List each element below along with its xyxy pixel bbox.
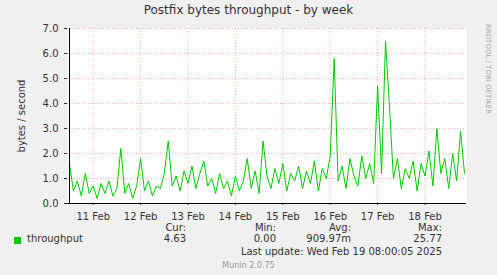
svg-text:4.0: 4.0: [43, 98, 59, 109]
svg-text:18 Feb: 18 Feb: [408, 211, 442, 222]
html-text:Max:: Max:: [418, 222, 442, 233]
svg-text:2.0: 2.0: [43, 148, 59, 159]
svg-text:3.0: 3.0: [43, 123, 59, 134]
html-text:909.97m: 909.97m: [306, 233, 351, 244]
svg-text:1.0: 1.0: [43, 173, 59, 184]
html-text:0.00: 0.00: [253, 233, 276, 244]
svg-text:5.0: 5.0: [43, 73, 59, 84]
svg-text:12 Feb: 12 Feb: [124, 211, 158, 222]
html-text:Munin 2.0.75: Munin 2.0.75: [222, 261, 275, 270]
svg-text:11 Feb: 11 Feb: [76, 211, 110, 222]
svg-text:bytes / second: bytes / second: [16, 80, 27, 153]
svg-text:14 Feb: 14 Feb: [219, 211, 253, 222]
svg-text:7.0: 7.0: [43, 23, 59, 34]
html-text:throughput: throughput: [27, 233, 83, 244]
svg-text:17 Feb: 17 Feb: [361, 211, 395, 222]
svg-text:13 Feb: 13 Feb: [171, 211, 205, 222]
html-text:Avg:: Avg:: [329, 222, 351, 233]
html-text:4.63: 4.63: [163, 233, 186, 244]
svg-text:6.0: 6.0: [43, 48, 59, 59]
svg-text:16 Feb: 16 Feb: [313, 211, 347, 222]
html-text:Postfix bytes throughput - by: Postfix bytes throughput - by week: [143, 3, 354, 17]
svg-text:0.0: 0.0: [43, 198, 59, 209]
html-text:RRDTOOL / TOBI OETIKER: RRDTOOL / TOBI OETIKER: [484, 24, 492, 115]
svg-text:15 Feb: 15 Feb: [266, 211, 300, 222]
html-text:Min:: Min:: [254, 222, 276, 233]
html-text:Cur:: Cur:: [165, 222, 186, 233]
html-text:Last update: Wed Feb 19 08:00:: Last update: Wed Feb 19 08:00:05 2025: [240, 246, 442, 257]
html-text:25.77: 25.77: [413, 233, 442, 244]
